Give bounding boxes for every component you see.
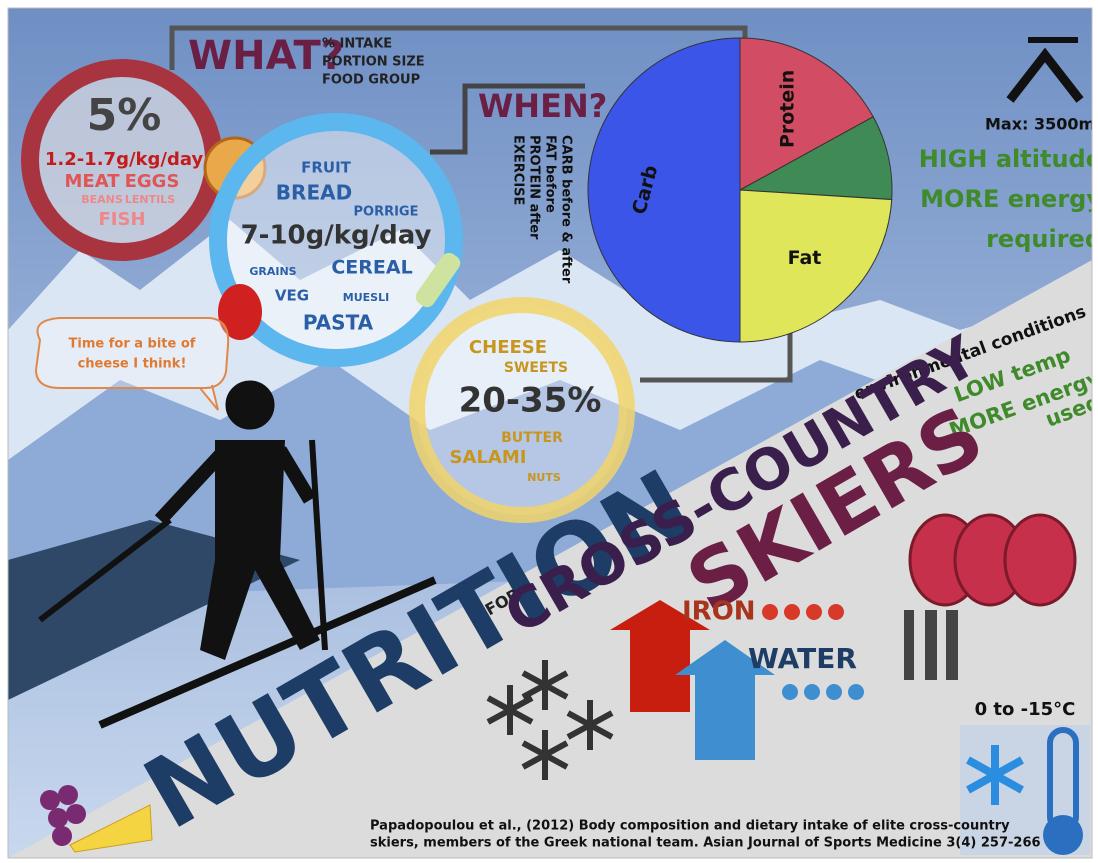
food: VEG bbox=[275, 287, 309, 305]
altitude-line: required bbox=[986, 225, 1098, 253]
food: BEANS bbox=[81, 193, 123, 206]
food: CEREAL bbox=[331, 257, 412, 279]
food: SWEETS bbox=[504, 360, 568, 376]
food: PORRIGE bbox=[354, 205, 419, 220]
citation: Papadopoulou et al., (2012) Body composi… bbox=[370, 819, 1010, 834]
water-label: WATER bbox=[748, 642, 857, 675]
food: BUTTER bbox=[501, 430, 563, 446]
what-item: PORTION SIZE bbox=[322, 55, 425, 70]
food: PASTA bbox=[303, 311, 374, 335]
food: EGGS bbox=[125, 171, 180, 192]
when-item: FAT before bbox=[543, 135, 558, 213]
when-title: WHEN? bbox=[478, 87, 607, 125]
altitude-line: MORE energy bbox=[920, 185, 1098, 213]
food: GRAINS bbox=[249, 265, 296, 278]
food: FRUIT bbox=[301, 159, 352, 177]
food: MUESLI bbox=[343, 291, 389, 304]
food: NUTS bbox=[527, 471, 561, 484]
food: FISH bbox=[98, 209, 145, 230]
protein-percent: 5% bbox=[87, 90, 162, 141]
cutlery-icon bbox=[904, 610, 958, 680]
citation: skiers, members of the Greek national te… bbox=[370, 836, 1041, 851]
altitude-line: HIGH altitude bbox=[919, 145, 1098, 173]
thermometer-bulb bbox=[1043, 815, 1083, 855]
when-item: PROTEIN after bbox=[527, 135, 542, 240]
fat-percent: 20-35% bbox=[459, 381, 602, 421]
food: MEAT bbox=[64, 171, 120, 192]
pie-label: Fat bbox=[788, 247, 822, 269]
what-item: % INTAKE bbox=[322, 37, 392, 52]
pie-label: Protein bbox=[776, 70, 798, 148]
food: SALAMI bbox=[450, 447, 527, 468]
temp-range: 0 to -15°C bbox=[975, 699, 1076, 720]
speech-text: cheese I think! bbox=[78, 357, 187, 372]
what-title: WHAT? bbox=[188, 33, 344, 79]
what-item: FOOD GROUP bbox=[322, 73, 420, 88]
food: CHEESE bbox=[469, 337, 547, 358]
when-item: CARB before & after bbox=[559, 135, 574, 284]
speech-text: Time for a bite of bbox=[69, 337, 196, 352]
iron-label: IRON bbox=[682, 597, 756, 627]
when-item: EXERCISE bbox=[511, 135, 526, 205]
protein-amount: 1.2-1.7g/kg/day bbox=[45, 149, 204, 170]
infographic: WHAT? % INTAKE PORTION SIZE FOOD GROUP W… bbox=[0, 0, 1098, 863]
food: LENTILS bbox=[125, 193, 175, 206]
food: BREAD bbox=[276, 181, 352, 205]
steak-icons bbox=[910, 515, 1075, 605]
altitude-max: Max: 3500m bbox=[985, 115, 1095, 134]
carb-amount: 7-10g/kg/day bbox=[241, 221, 432, 251]
